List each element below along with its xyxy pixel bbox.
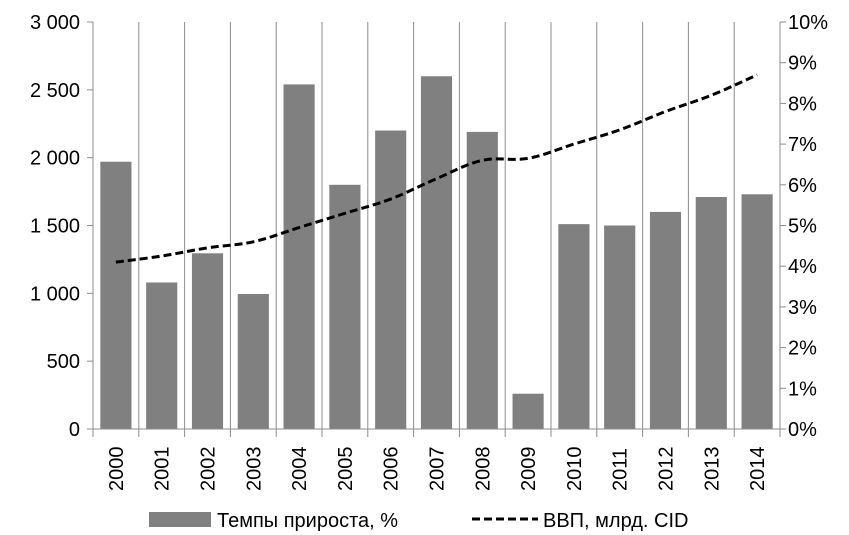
- bar: [146, 282, 178, 429]
- x-tick-label: 2004: [289, 447, 311, 492]
- left-tick-label: 3 000: [30, 12, 80, 34]
- x-tick-label: 2012: [656, 447, 678, 492]
- bar: [420, 76, 453, 430]
- x-tick-label: 2007: [427, 447, 449, 492]
- left-tick-label: 500: [47, 351, 80, 373]
- bar: [695, 197, 727, 429]
- bar: [741, 194, 773, 429]
- left-axis-ticks: 0 500 1 000 1 500 2 000 2 500 3 000: [30, 12, 80, 441]
- legend-label-line: ВВП, млрд. CID: [543, 510, 688, 532]
- right-tick-label: 0%: [788, 419, 817, 441]
- left-tick-label: 0: [69, 419, 80, 441]
- x-tick-label: 2013: [701, 447, 723, 492]
- right-tick-label: 7%: [788, 134, 817, 156]
- vertical-gridlines: [92, 22, 781, 437]
- bar: [283, 84, 315, 429]
- left-tick-label: 1 000: [30, 283, 80, 305]
- bar: [100, 161, 132, 429]
- bar: [191, 253, 224, 429]
- right-tick-label: 4%: [788, 256, 817, 278]
- x-tick-label: 2002: [198, 447, 220, 492]
- x-tick-label: 2008: [472, 447, 494, 492]
- bar: [512, 393, 544, 429]
- right-tick-label: 6%: [788, 175, 817, 197]
- right-tick-label: 8%: [788, 93, 817, 115]
- gdp-line: [115, 73, 758, 264]
- right-tick-label: 3%: [788, 297, 817, 319]
- right-axis-ticks: 0% 1% 2% 3% 4% 5% 6% 7% 8% 9% 10%: [788, 12, 828, 441]
- x-tick-label: 2005: [335, 447, 357, 492]
- legend: Темпы прироста, % ВВП, млрд. CID: [149, 510, 688, 532]
- right-tick-label: 5%: [788, 216, 817, 238]
- x-tick-label: 2006: [381, 447, 403, 492]
- bar: [237, 294, 269, 429]
- legend-label-bar: Темпы прироста, %: [217, 510, 398, 532]
- x-tick-label: 2003: [243, 447, 265, 492]
- bar: [375, 130, 407, 430]
- bar: [649, 211, 682, 429]
- x-tick-label: 2009: [518, 447, 540, 492]
- right-tick-label: 10%: [788, 12, 828, 34]
- x-axis-ticks: 2000 2001 2002 2003 2004 2005 2006 2007 2008 2009…: [106, 447, 769, 492]
- left-tick-label: 1 500: [30, 216, 80, 238]
- bar: [558, 224, 590, 429]
- x-tick-label: 2000: [106, 447, 128, 492]
- axes: [87, 21, 786, 430]
- x-tick-label: 2014: [747, 447, 769, 492]
- right-tick-label: 1%: [788, 378, 817, 400]
- bar: [329, 184, 361, 429]
- bar-series: [100, 76, 773, 430]
- right-tick-label: 9%: [788, 53, 817, 75]
- left-tick-label: 2 500: [30, 80, 80, 102]
- bar: [604, 225, 636, 429]
- x-tick-label: 2011: [610, 448, 632, 491]
- x-tick-label: 2001: [152, 447, 174, 492]
- bar: [466, 131, 498, 429]
- left-tick-label: 2 000: [30, 148, 80, 170]
- x-tick-label: 2010: [564, 447, 586, 492]
- right-tick-label: 2%: [788, 338, 817, 360]
- legend-swatch-bar: [149, 512, 211, 527]
